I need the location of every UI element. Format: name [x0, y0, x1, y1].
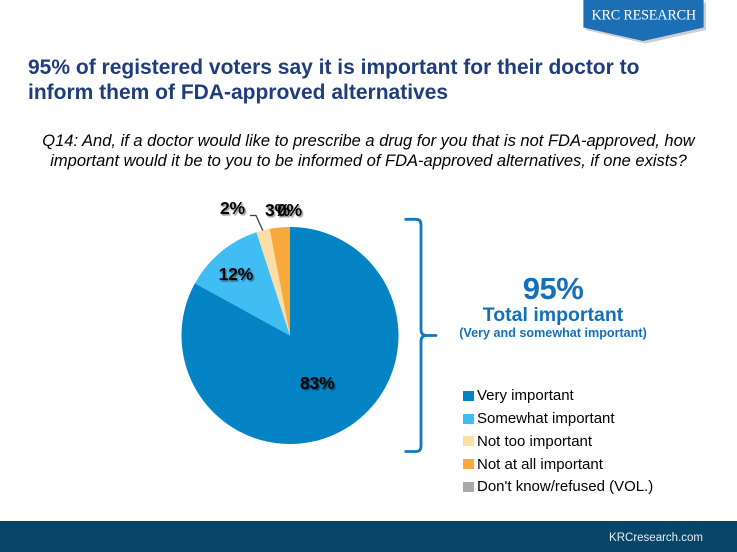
svg-text:KRC RESEARCH: KRC RESEARCH [591, 8, 695, 24]
